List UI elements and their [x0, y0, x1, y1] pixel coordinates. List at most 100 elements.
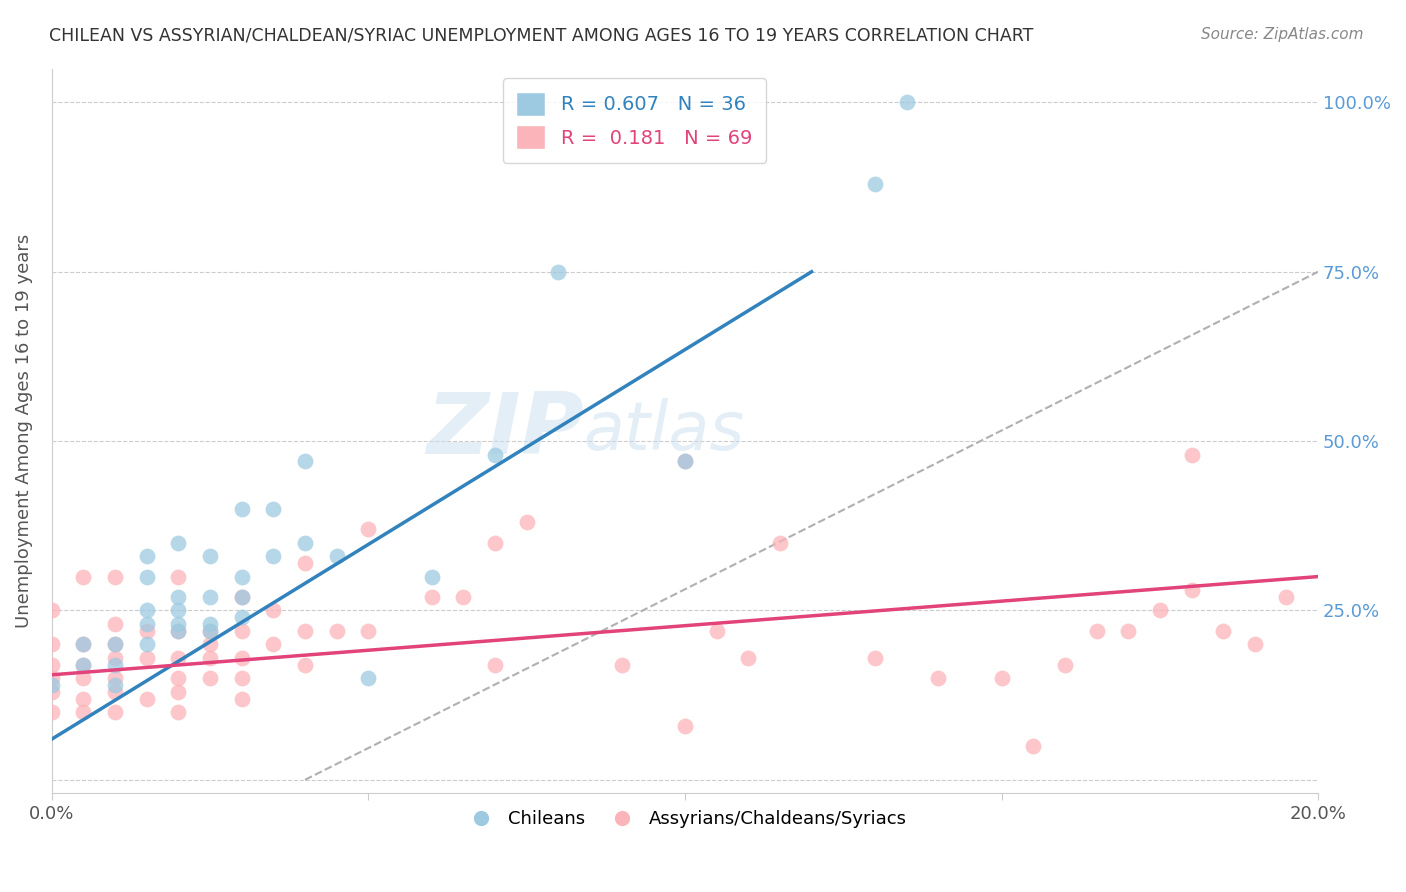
- Point: [231, 590, 253, 604]
- Point: [262, 549, 284, 564]
- Point: [231, 671, 253, 685]
- Point: [104, 651, 127, 665]
- Point: [294, 454, 316, 468]
- Point: [135, 651, 157, 665]
- Point: [294, 535, 316, 549]
- Point: [198, 624, 221, 638]
- Point: [135, 637, 157, 651]
- Point: [1243, 637, 1265, 651]
- Point: [896, 95, 918, 110]
- Point: [673, 454, 696, 468]
- Point: [135, 617, 157, 632]
- Point: [41, 671, 63, 685]
- Point: [231, 691, 253, 706]
- Point: [135, 569, 157, 583]
- Point: [1053, 657, 1076, 672]
- Point: [198, 637, 221, 651]
- Text: CHILEAN VS ASSYRIAN/CHALDEAN/SYRIAC UNEMPLOYMENT AMONG AGES 16 TO 19 YEARS CORRE: CHILEAN VS ASSYRIAN/CHALDEAN/SYRIAC UNEM…: [49, 27, 1033, 45]
- Point: [231, 569, 253, 583]
- Text: ZIP: ZIP: [426, 390, 583, 473]
- Point: [72, 691, 94, 706]
- Point: [167, 651, 190, 665]
- Point: [516, 516, 538, 530]
- Point: [547, 265, 569, 279]
- Point: [610, 657, 633, 672]
- Point: [294, 556, 316, 570]
- Point: [1149, 603, 1171, 617]
- Point: [262, 637, 284, 651]
- Point: [167, 617, 190, 632]
- Point: [484, 535, 506, 549]
- Point: [673, 454, 696, 468]
- Point: [357, 671, 380, 685]
- Point: [72, 671, 94, 685]
- Point: [198, 671, 221, 685]
- Legend: Chileans, Assyrians/Chaldeans/Syriacs: Chileans, Assyrians/Chaldeans/Syriacs: [456, 803, 914, 835]
- Point: [706, 624, 728, 638]
- Point: [231, 651, 253, 665]
- Point: [357, 624, 380, 638]
- Point: [927, 671, 949, 685]
- Point: [231, 590, 253, 604]
- Point: [41, 705, 63, 719]
- Point: [1180, 583, 1202, 598]
- Point: [104, 657, 127, 672]
- Point: [863, 177, 886, 191]
- Point: [104, 684, 127, 698]
- Point: [104, 637, 127, 651]
- Point: [104, 617, 127, 632]
- Point: [198, 590, 221, 604]
- Point: [1085, 624, 1108, 638]
- Point: [167, 535, 190, 549]
- Text: atlas: atlas: [583, 398, 745, 464]
- Point: [294, 657, 316, 672]
- Point: [167, 671, 190, 685]
- Point: [72, 657, 94, 672]
- Point: [104, 671, 127, 685]
- Point: [41, 684, 63, 698]
- Point: [231, 624, 253, 638]
- Point: [769, 535, 792, 549]
- Point: [198, 549, 221, 564]
- Point: [167, 603, 190, 617]
- Point: [737, 651, 759, 665]
- Point: [167, 624, 190, 638]
- Point: [104, 637, 127, 651]
- Point: [72, 569, 94, 583]
- Point: [72, 637, 94, 651]
- Point: [1116, 624, 1139, 638]
- Point: [72, 705, 94, 719]
- Point: [135, 691, 157, 706]
- Point: [167, 624, 190, 638]
- Point: [325, 549, 347, 564]
- Point: [484, 657, 506, 672]
- Point: [1212, 624, 1234, 638]
- Point: [135, 549, 157, 564]
- Point: [104, 678, 127, 692]
- Point: [41, 637, 63, 651]
- Point: [135, 624, 157, 638]
- Point: [167, 684, 190, 698]
- Point: [198, 624, 221, 638]
- Point: [41, 657, 63, 672]
- Point: [231, 610, 253, 624]
- Point: [41, 678, 63, 692]
- Point: [1022, 739, 1045, 753]
- Point: [325, 624, 347, 638]
- Point: [72, 637, 94, 651]
- Point: [41, 603, 63, 617]
- Y-axis label: Unemployment Among Ages 16 to 19 years: Unemployment Among Ages 16 to 19 years: [15, 234, 32, 628]
- Point: [167, 705, 190, 719]
- Point: [453, 590, 475, 604]
- Point: [262, 501, 284, 516]
- Point: [420, 569, 443, 583]
- Point: [294, 624, 316, 638]
- Point: [990, 671, 1012, 685]
- Point: [135, 603, 157, 617]
- Text: Source: ZipAtlas.com: Source: ZipAtlas.com: [1201, 27, 1364, 42]
- Point: [420, 590, 443, 604]
- Point: [198, 651, 221, 665]
- Point: [104, 705, 127, 719]
- Point: [72, 657, 94, 672]
- Point: [863, 651, 886, 665]
